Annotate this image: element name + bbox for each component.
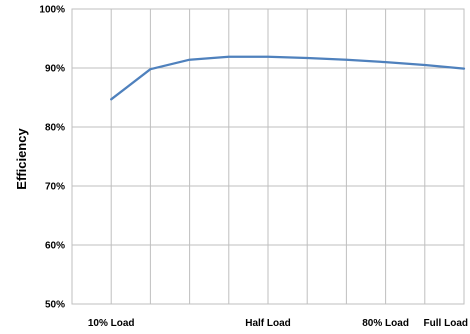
x-tick-label: Half Load bbox=[245, 318, 291, 329]
y-tick-label: 60% bbox=[45, 241, 65, 252]
x-tick-label: 80% Load bbox=[362, 318, 409, 329]
x-axis-ticks: 10% Load Half Load 80% Load Full Load bbox=[88, 318, 468, 329]
y-tick-label: 80% bbox=[45, 123, 65, 134]
y-axis-title: Efficiency bbox=[14, 128, 29, 190]
y-tick-label: 100% bbox=[39, 5, 65, 16]
y-axis-ticks: 50% 60% 70% 80% 90% 100% bbox=[39, 5, 65, 311]
x-tick-label: Full Load bbox=[424, 318, 468, 329]
y-tick-label: 90% bbox=[45, 64, 65, 75]
series-group bbox=[110, 55, 466, 101]
efficiency-series-line bbox=[110, 55, 466, 101]
y-tick-label: 50% bbox=[45, 300, 65, 311]
x-tick-label: 10% Load bbox=[88, 318, 135, 329]
gridlines bbox=[71, 8, 465, 305]
y-tick-label: 70% bbox=[45, 182, 65, 193]
